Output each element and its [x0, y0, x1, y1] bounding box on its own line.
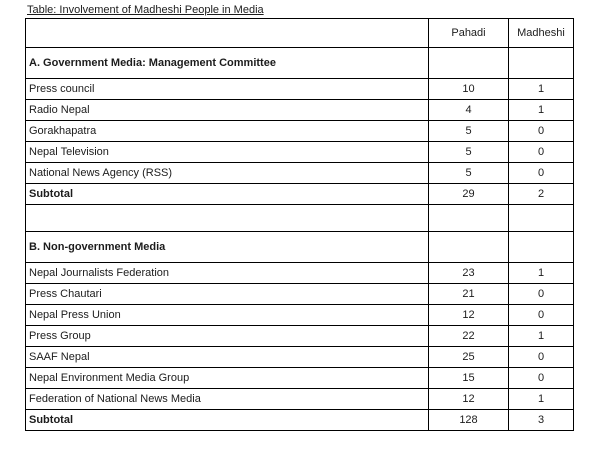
pahadi-value-cell: 21: [428, 283, 509, 305]
table-body: Pahadi Madheshi A. Government Media: Man…: [25, 18, 574, 431]
pahadi-value-cell: [428, 47, 509, 79]
madheshi-value-cell: 2: [508, 183, 574, 205]
row-label-cell: Radio Nepal: [25, 99, 429, 121]
pahadi-value-cell: 29: [428, 183, 509, 205]
table-row-data: National News Agency (RSS) 5 0: [25, 162, 574, 184]
table-row-data: Radio Nepal 4 1: [25, 99, 574, 121]
table-row-data: Press Group 22 1: [25, 325, 574, 347]
madheshi-value-cell: [508, 204, 574, 232]
row-label-cell: Gorakhapatra: [25, 120, 429, 142]
madheshi-value-cell: 1: [508, 262, 574, 284]
madheshi-value-cell: 0: [508, 346, 574, 368]
table-row-data: SAAF Nepal 25 0: [25, 346, 574, 368]
madheshi-value-cell: 0: [508, 367, 574, 389]
table-row-data: Federation of National News Media 12 1: [25, 388, 574, 410]
table-row-data: Gorakhapatra 5 0: [25, 120, 574, 142]
row-label-cell: Press Chautari: [25, 283, 429, 305]
pahadi-value-cell: 22: [428, 325, 509, 347]
table-row-data: Press Chautari 21 0: [25, 283, 574, 305]
madheshi-value-cell: 1: [508, 325, 574, 347]
row-label-cell: A. Government Media: Management Committe…: [25, 47, 429, 79]
pahadi-value-cell: 5: [428, 120, 509, 142]
madheshi-value-cell: 0: [508, 120, 574, 142]
header-pahadi-cell: Pahadi: [428, 18, 509, 48]
madheshi-value-cell: 1: [508, 388, 574, 410]
pahadi-value-cell: 12: [428, 388, 509, 410]
header-name-cell: [25, 18, 429, 48]
table-row-data: Nepal Television 5 0: [25, 141, 574, 163]
pahadi-value-cell: 12: [428, 304, 509, 326]
row-label-cell: Nepal Environment Media Group: [25, 367, 429, 389]
madheshi-value-cell: 0: [508, 141, 574, 163]
row-label-cell: Nepal Journalists Federation: [25, 262, 429, 284]
table-title: Table: Involvement of Madheshi People in…: [27, 4, 264, 16]
row-label-cell: Press council: [25, 78, 429, 100]
row-label-cell: B. Non-government Media: [25, 231, 429, 263]
pahadi-value-cell: 10: [428, 78, 509, 100]
pahadi-value-cell: 25: [428, 346, 509, 368]
row-label-cell: Subtotal: [25, 409, 429, 431]
table-row-subtotal: Subtotal 29 2: [25, 183, 574, 205]
row-label-cell: Press Group: [25, 325, 429, 347]
row-label-cell: Subtotal: [25, 183, 429, 205]
madheshi-value-cell: [508, 47, 574, 79]
pahadi-value-cell: 5: [428, 141, 509, 163]
pahadi-value-cell: 23: [428, 262, 509, 284]
pahadi-value-cell: 15: [428, 367, 509, 389]
madheshi-value-cell: 0: [508, 304, 574, 326]
table-row-spacer: [25, 204, 574, 232]
media-involvement-table: Pahadi Madheshi A. Government Media: Man…: [25, 18, 574, 431]
madheshi-value-cell: [508, 231, 574, 263]
madheshi-value-cell: 0: [508, 162, 574, 184]
row-label-cell: National News Agency (RSS): [25, 162, 429, 184]
pahadi-value-cell: 128: [428, 409, 509, 431]
pahadi-value-cell: 4: [428, 99, 509, 121]
madheshi-value-cell: 3: [508, 409, 574, 431]
madheshi-value-cell: 1: [508, 99, 574, 121]
table-row-data: Nepal Journalists Federation 23 1: [25, 262, 574, 284]
table-row-section: B. Non-government Media: [25, 231, 574, 263]
table-row-data: Press council 10 1: [25, 78, 574, 100]
row-label-cell: Nepal Press Union: [25, 304, 429, 326]
row-label-cell: Federation of National News Media: [25, 388, 429, 410]
row-label-cell: [25, 204, 429, 232]
madheshi-value-cell: 1: [508, 78, 574, 100]
table-row-data: Nepal Environment Media Group 15 0: [25, 367, 574, 389]
pahadi-value-cell: 5: [428, 162, 509, 184]
table-header-row: Pahadi Madheshi: [25, 18, 574, 48]
madheshi-value-cell: 0: [508, 283, 574, 305]
table-row-subtotal: Subtotal 128 3: [25, 409, 574, 431]
row-label-cell: Nepal Television: [25, 141, 429, 163]
table-row-data: Nepal Press Union 12 0: [25, 304, 574, 326]
pahadi-value-cell: [428, 231, 509, 263]
table-row-section: A. Government Media: Management Committe…: [25, 47, 574, 79]
header-madheshi-cell: Madheshi: [508, 18, 574, 48]
pahadi-value-cell: [428, 204, 509, 232]
row-label-cell: SAAF Nepal: [25, 346, 429, 368]
